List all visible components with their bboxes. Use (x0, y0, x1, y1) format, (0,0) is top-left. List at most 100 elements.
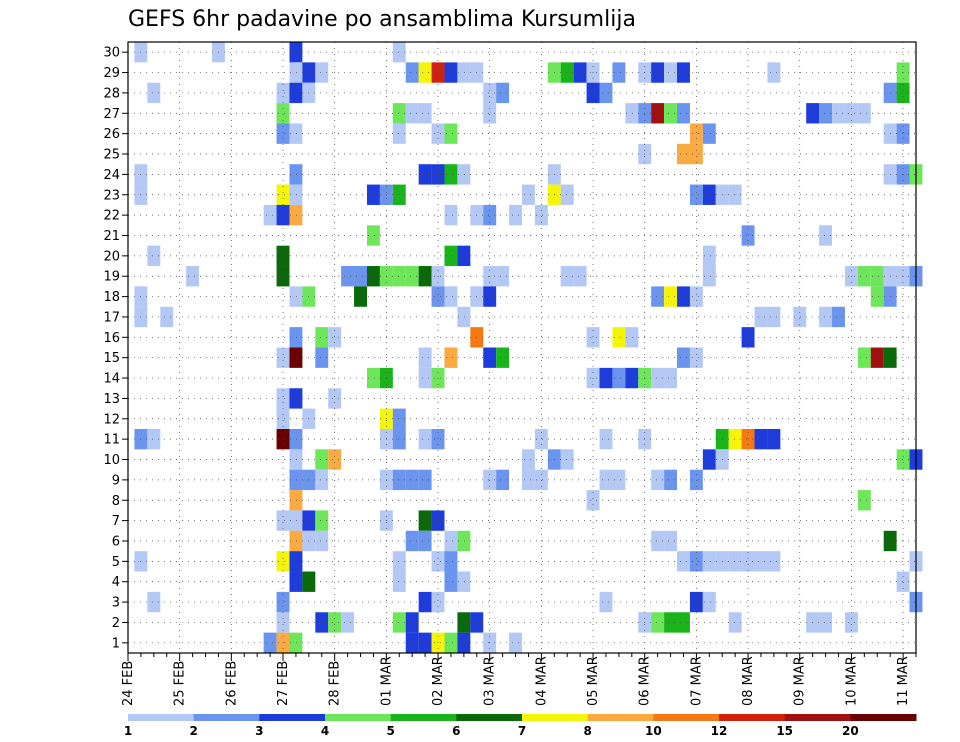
heatmap-cell (664, 62, 678, 83)
colorbar-tick-label: 5 (386, 724, 394, 738)
heatmap-cell (689, 123, 703, 144)
colorbar-swatch (653, 714, 720, 721)
heatmap-cell (444, 204, 458, 226)
heatmap-cell (702, 551, 716, 572)
heatmap-cell (728, 612, 742, 633)
colorbar-tick-label: 10 (645, 724, 662, 738)
x-tick-label: 10 MAR (844, 656, 859, 706)
heatmap-cell (315, 612, 329, 633)
heatmap-cell (625, 367, 639, 389)
colorbar-tick-label: 3 (255, 724, 263, 738)
heatmap-cell (483, 204, 497, 226)
heatmap-cell (857, 103, 871, 124)
heatmap-cell (328, 327, 342, 348)
heatmap-cell (754, 306, 768, 328)
x-tick-label: 28 FEB (328, 661, 343, 706)
heatmap-cell (392, 469, 406, 491)
heatmap-cell (276, 388, 290, 409)
heatmap-cell (276, 347, 290, 368)
heatmap-cell (651, 286, 665, 307)
colorbar-tick-label: 4 (321, 724, 329, 738)
y-tick-label: 2 (112, 616, 120, 631)
heatmap-cell (289, 204, 303, 226)
heatmap-cell (366, 367, 380, 389)
heatmap-cell (651, 62, 665, 83)
heatmap-cell (677, 347, 690, 368)
y-tick-label: 27 (103, 107, 120, 122)
heatmap-cell (586, 490, 600, 511)
heatmap-cell (560, 184, 574, 205)
heatmap-cell (418, 62, 432, 83)
heatmap-cell (832, 103, 845, 124)
heatmap-cell (832, 306, 845, 328)
heatmap-cell (418, 632, 432, 653)
heatmap-cell (741, 551, 755, 572)
heatmap-cell (263, 632, 277, 653)
heatmap-cell (457, 164, 471, 185)
heatmap-cell (483, 286, 497, 307)
heatmap-cell (509, 632, 522, 653)
heatmap-cell (444, 286, 458, 307)
x-tick-label: 11 MAR (896, 656, 911, 706)
y-tick-label: 26 (103, 127, 120, 142)
heatmap-cell (457, 245, 471, 267)
heatmap-cell (289, 428, 303, 450)
heatmap-cell (405, 103, 419, 124)
heatmap-cell (276, 612, 290, 633)
heatmap-cell (689, 286, 703, 307)
x-tick-label: 02 MAR (431, 656, 446, 706)
heatmap-cell (599, 428, 613, 450)
colorbar-swatch (193, 714, 260, 721)
heatmap-cell (457, 612, 471, 633)
heatmap-cell (328, 388, 342, 409)
heatmap-cell (418, 367, 432, 389)
heatmap-cell (289, 490, 303, 511)
colorbar-swatch (587, 714, 654, 721)
heatmap-cell (276, 428, 290, 450)
y-tick-label: 17 (103, 310, 120, 325)
y-axis: 1234567891011121314151617181920212223242… (103, 46, 128, 651)
heatmap-cell (664, 612, 678, 633)
heatmap-cell (819, 103, 833, 124)
heatmap-cell (289, 164, 303, 185)
heatmap-cell (289, 327, 303, 348)
heatmap-cell (405, 62, 419, 83)
heatmap-cell (457, 306, 471, 328)
colorbar-tick-label: 7 (518, 724, 526, 738)
heatmap-cell (625, 327, 639, 348)
y-tick-label: 14 (103, 372, 120, 387)
heatmap-cell (599, 367, 613, 389)
heatmap-cell (315, 62, 329, 83)
heatmap-cell (728, 428, 742, 450)
heatmap-cell (741, 428, 755, 450)
heatmap-cell (289, 449, 303, 470)
y-tick-label: 7 (112, 514, 120, 529)
heatmap-cell (354, 266, 367, 287)
heatmap-cell (354, 286, 367, 307)
heatmap-cell (289, 551, 303, 572)
heatmap-cell (289, 530, 303, 552)
x-tick-label: 26 FEB (224, 661, 239, 706)
x-tick-label: 04 MAR (534, 656, 549, 706)
heatmap-cell (147, 591, 161, 613)
heatmap-cell (677, 612, 690, 633)
heatmap-cell (896, 82, 910, 104)
heatmap-cell (418, 347, 432, 368)
colorbar-tick-label: 12 (711, 724, 728, 738)
heatmap-cell (457, 571, 471, 592)
x-tick-label: 07 MAR (689, 656, 704, 706)
heatmap-cell (677, 286, 690, 307)
heatmap-cell (392, 612, 406, 633)
colorbar-swatch (522, 714, 589, 721)
heatmap-cell (328, 612, 342, 633)
y-tick-label: 8 (112, 494, 120, 509)
heatmap-cell (664, 469, 678, 491)
heatmap-cell (392, 408, 406, 429)
heatmap-cell (392, 551, 406, 572)
heatmap-cell (612, 327, 626, 348)
heatmap-cell (457, 632, 471, 653)
x-tick-label: 03 MAR (483, 656, 498, 706)
heatmap-cell (702, 591, 716, 613)
heatmap-cell (289, 286, 303, 307)
heatmap-cell (857, 347, 871, 368)
